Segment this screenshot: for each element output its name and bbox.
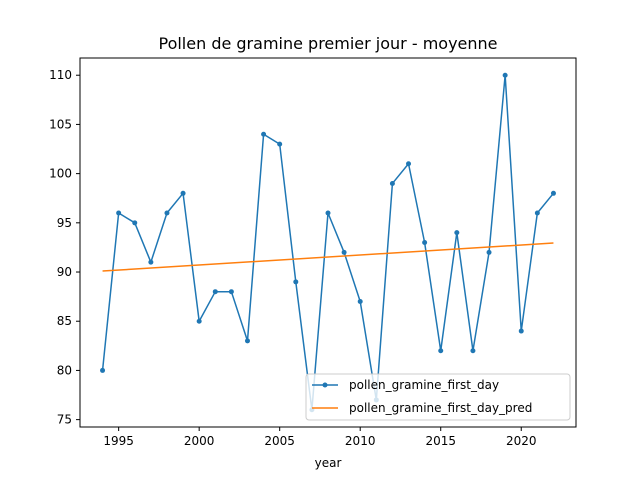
y-tick-label: 90 [57,265,72,279]
y-tick-label: 100 [49,167,72,181]
data-point [196,318,202,324]
y-tick-label: 105 [49,117,72,131]
legend: pollen_gramine_first_day pollen_gramine_… [305,373,571,421]
data-point [470,348,476,354]
x-tick-label: 2000 [184,434,215,448]
data-point [534,210,540,216]
data-point [406,161,412,167]
data-point [454,230,460,236]
data-point [325,210,331,216]
y-tick-label: 95 [57,216,72,230]
data-point [212,289,218,295]
data-point [180,190,186,196]
data-point [518,328,524,334]
legend-label-series-2: pollen_gramine_first_day_pred [349,401,532,415]
chart-title: Pollen de gramine premier jour - moyenne [158,34,497,53]
x-axis: 1995 2000 2005 2010 2015 2020 [103,427,537,448]
data-point [228,289,234,295]
legend-box [305,373,571,421]
data-point [357,299,363,305]
legend-label-series-1: pollen_gramine_first_day [349,378,499,392]
series-line-2 [102,242,554,272]
y-tick-label: 75 [57,413,72,427]
legend-marker-series-1 [322,382,328,388]
data-point [164,210,170,216]
data-point [244,338,250,344]
data-point [293,279,299,285]
data-point [502,72,508,78]
series-line-1 [101,74,555,411]
x-tick-label: 2020 [506,434,537,448]
data-point [148,259,154,265]
data-point [486,249,492,255]
y-tick-label: 110 [49,68,72,82]
x-tick-label: 2010 [345,434,376,448]
data-point [100,367,106,373]
y-tick-label: 80 [57,363,72,377]
y-tick-label: 85 [57,314,72,328]
data-point [132,220,138,226]
x-tick-label: 1995 [103,434,134,448]
plot-series [100,72,556,413]
data-point [422,240,428,245]
data-point [116,210,122,216]
data-point [389,180,395,186]
data-point [550,190,556,196]
x-tick-label: 2015 [425,434,456,448]
data-point [261,131,267,137]
data-point [438,348,444,354]
data-point [341,249,347,255]
x-tick-label: 2005 [264,434,295,448]
x-axis-label: year [315,456,342,470]
y-axis: 75 80 85 90 95 100 105 110 [49,68,80,427]
data-point [277,141,283,147]
plot-frame [79,57,577,428]
